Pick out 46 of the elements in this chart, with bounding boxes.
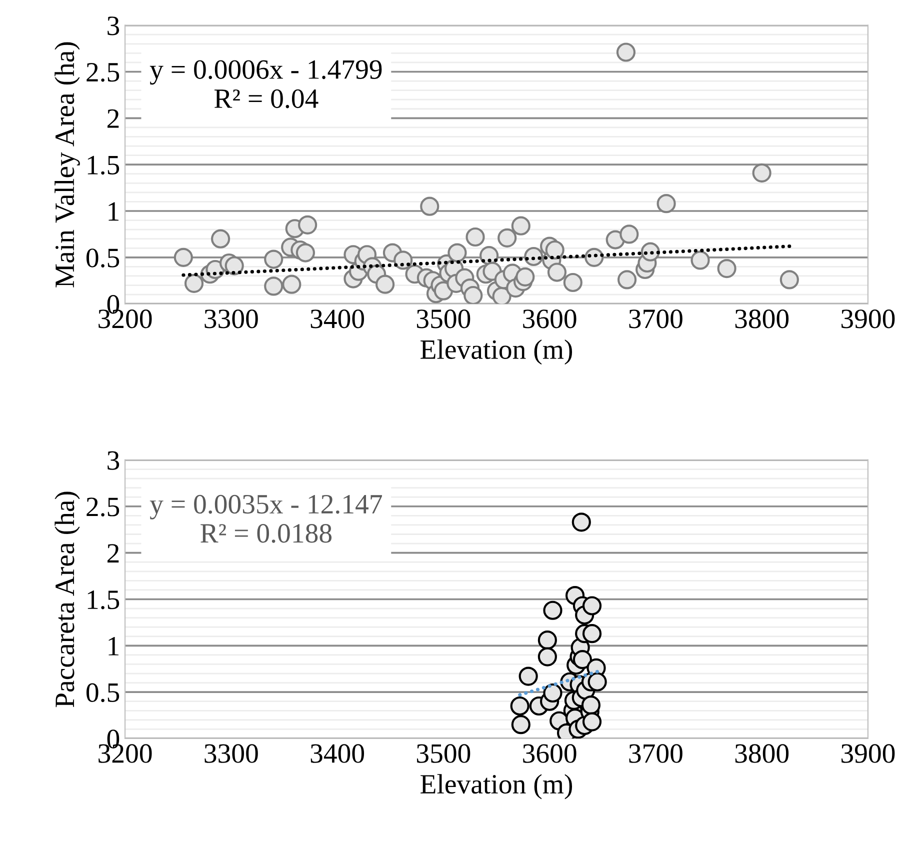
x-tick-label: 3400 [310, 744, 364, 763]
x-tick-label: 3300 [204, 310, 258, 328]
x-tick-label: 3900 [842, 744, 895, 763]
x-tick-label: 3700 [629, 310, 682, 328]
annotation: y = 0.0035x - 12.147 R² = 0.0188 [150, 494, 382, 543]
y-tick-label: 3 [108, 451, 120, 470]
x-tick-label: 3500 [416, 310, 470, 328]
x-tick-label: 3800 [735, 310, 789, 328]
point [582, 712, 602, 732]
y-tick-label: 1 [108, 202, 118, 221]
point [572, 512, 591, 532]
x-tick-label: 3400 [310, 310, 364, 328]
y-tick-label: 2 [108, 544, 119, 562]
y-tick-label: 1.5 [88, 156, 120, 175]
point [538, 630, 557, 650]
y-axis-title: Paccareta Area (ha) [54, 492, 80, 708]
y-tick-label: 2 [108, 109, 119, 128]
x-tick-label: 3900 [842, 310, 895, 328]
y-tick-label: 1.5 [88, 590, 120, 610]
x-axis-title: Elevation (m) [420, 774, 572, 800]
y-tick-label: 2.5 [86, 62, 120, 82]
x-tick-label: 3600 [523, 744, 576, 763]
annotation: y = 0.0006x - 1.4799 R² = 0.04 [150, 60, 382, 108]
y-tick-label: 0.5 [86, 248, 120, 268]
x-tick-label: 3700 [629, 744, 682, 763]
x-tick-label: 3300 [204, 744, 258, 763]
x-tick-label: 3600 [523, 310, 576, 328]
y-tick-label: 0.5 [86, 683, 120, 702]
point [581, 696, 600, 715]
point [510, 696, 530, 716]
x-tick-label: 3500 [416, 744, 470, 763]
point [582, 596, 602, 616]
point [543, 683, 562, 703]
point [518, 666, 538, 686]
y-axis-title: Main Valley Area (ha) [54, 42, 80, 288]
point [582, 624, 602, 644]
x-axis-title: Elevation (m) [420, 339, 572, 365]
point [538, 647, 557, 666]
point [511, 715, 530, 734]
point [543, 600, 562, 620]
point [588, 672, 607, 692]
point [572, 650, 592, 670]
y-tick-label: 2.5 [86, 498, 120, 516]
y-tick-label: 1 [108, 636, 118, 656]
x-tick-label: 3800 [735, 744, 789, 763]
y-tick-label: 3 [108, 16, 120, 36]
